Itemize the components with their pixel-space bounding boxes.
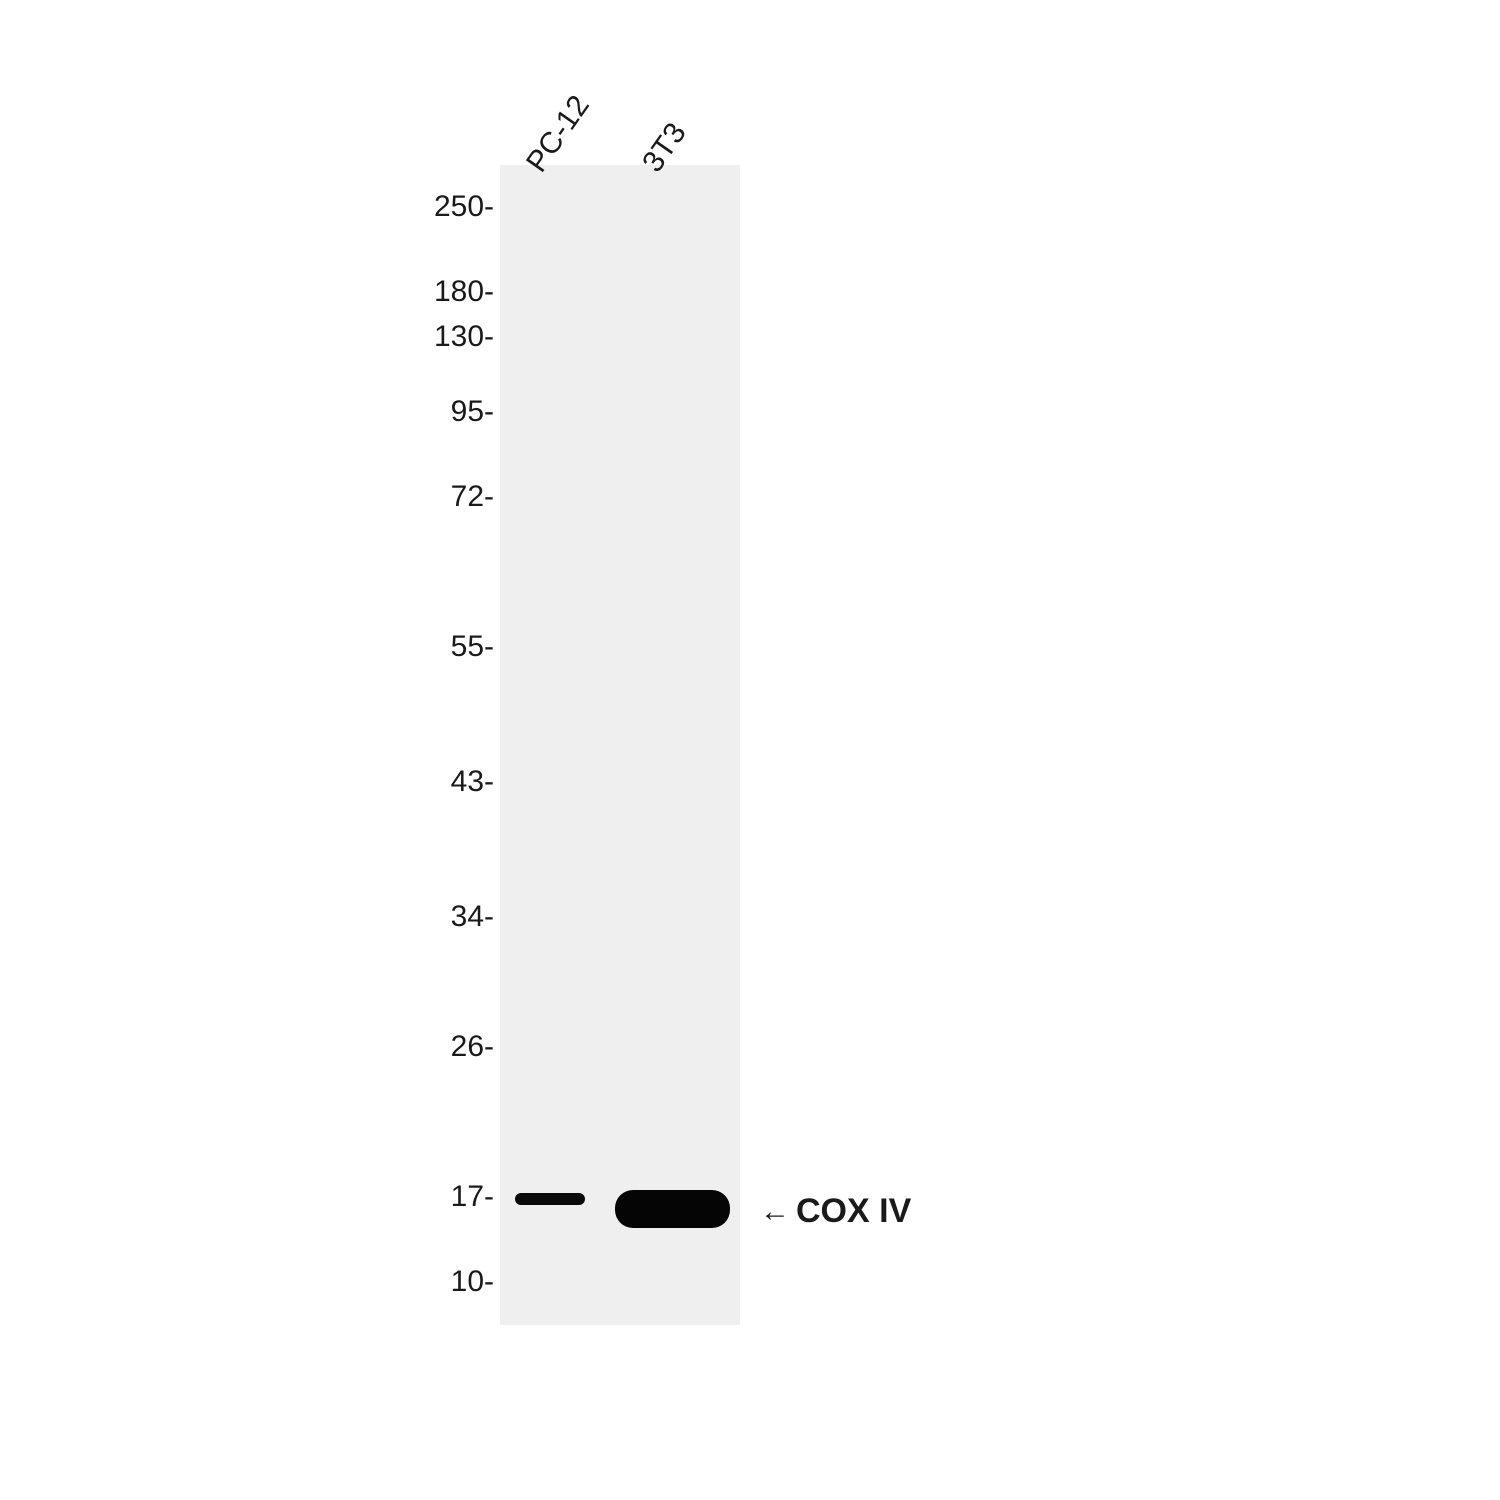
- mw-marker-label: 34-: [404, 900, 494, 934]
- arrow-left-icon: ←: [760, 1195, 790, 1229]
- mw-marker-label: 10-: [404, 1265, 494, 1299]
- mw-marker-label: 55-: [404, 630, 494, 664]
- mw-marker-label: 250-: [404, 190, 494, 224]
- annotation-label: COX IV: [796, 1192, 911, 1231]
- protein-band: [615, 1190, 730, 1228]
- mw-marker-label: 72-: [404, 480, 494, 514]
- mw-marker-label: 95-: [404, 395, 494, 429]
- band-annotation: ← COX IV: [760, 1192, 911, 1231]
- mw-marker-label: 17-: [404, 1180, 494, 1214]
- mw-marker-label: 26-: [404, 1030, 494, 1064]
- mw-marker-label: 130-: [404, 320, 494, 354]
- blot-membrane: [500, 165, 740, 1325]
- mw-marker-label: 180-: [404, 275, 494, 309]
- protein-band: [515, 1193, 585, 1205]
- figure-canvas: PC-123T3 250-180-130-95-72-55-43-34-26-1…: [0, 0, 1500, 1500]
- mw-marker-label: 43-: [404, 765, 494, 799]
